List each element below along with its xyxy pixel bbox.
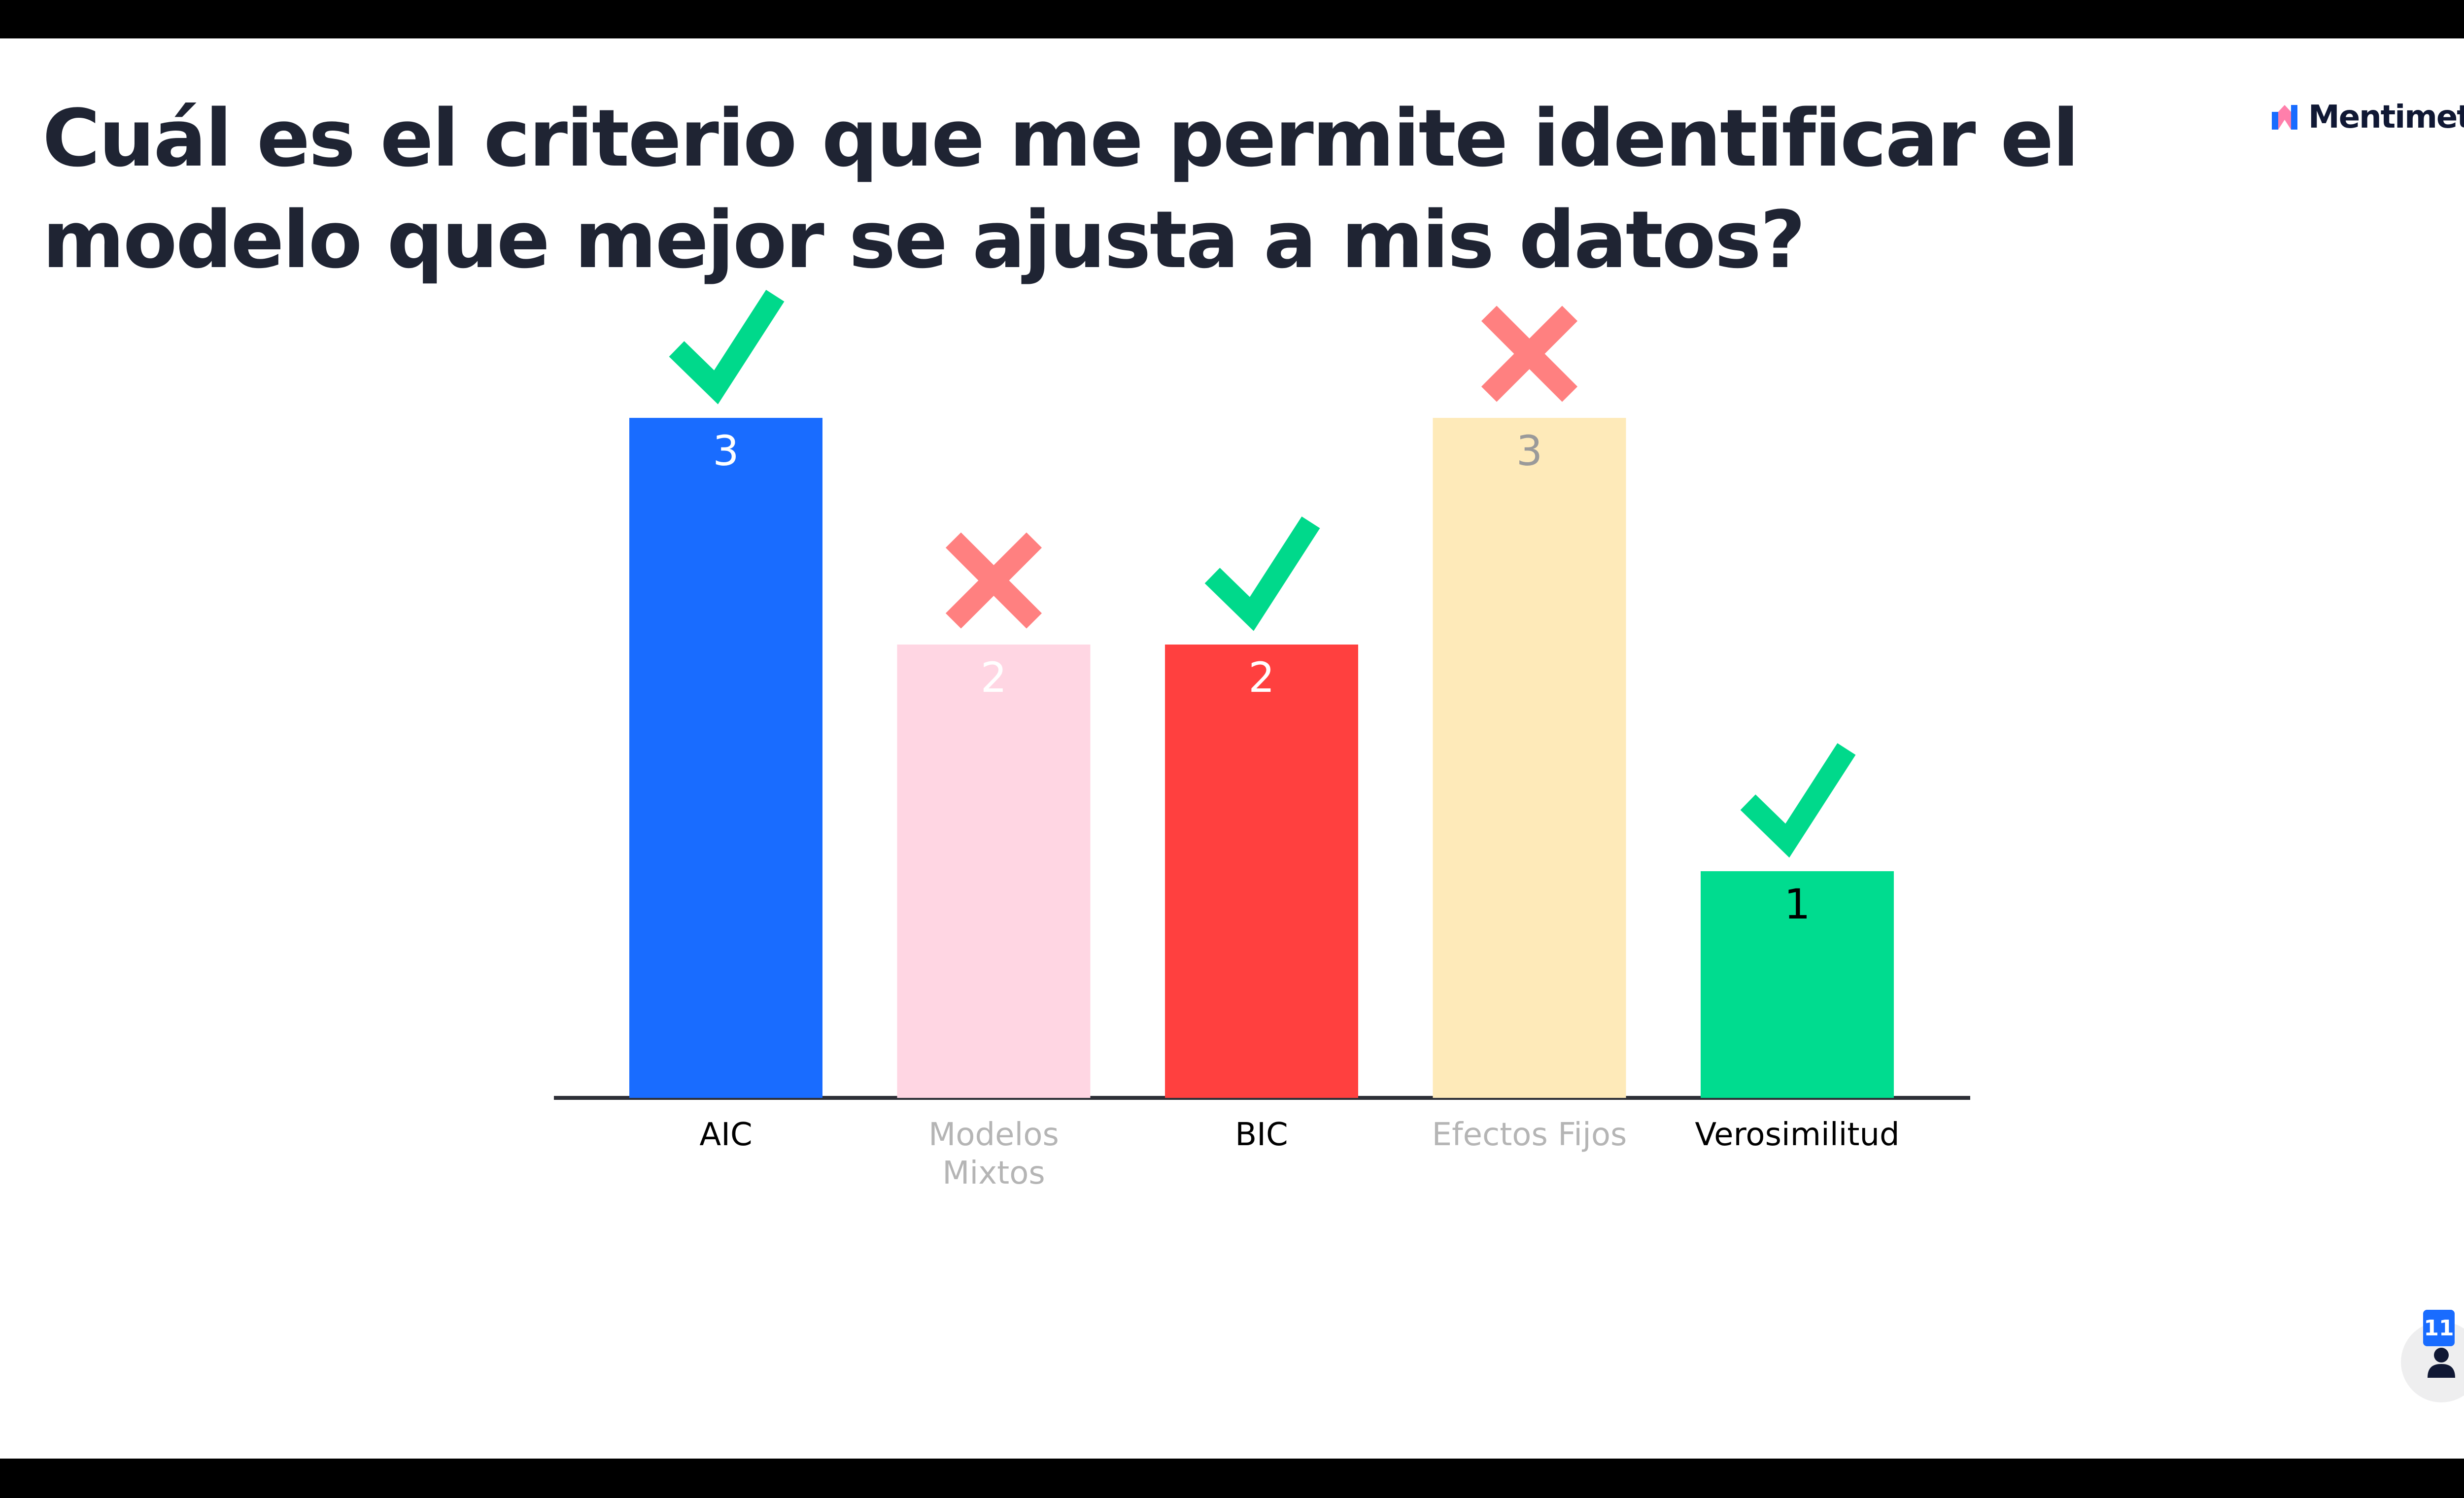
question-title: Cuál es el criterio que me permite ident… xyxy=(42,92,2080,286)
category-label: Modelos Mixtos xyxy=(928,1117,1059,1192)
bar-value-label: 3 xyxy=(713,427,739,475)
cross-mark-icon xyxy=(1481,306,1578,402)
bar-value-label: 2 xyxy=(981,653,1007,702)
slide: Cuál es el criterio que me permite ident… xyxy=(0,38,2464,1459)
participant-count-badge: 11 xyxy=(2423,1310,2455,1346)
brand-name: Mentimeter xyxy=(2308,99,2464,136)
category-label: Verosimilitud xyxy=(1695,1117,1899,1153)
bar xyxy=(629,418,822,1098)
check-mark-icon xyxy=(669,290,785,405)
bar xyxy=(1433,418,1626,1098)
bar xyxy=(1165,645,1358,1098)
check-mark-icon xyxy=(1740,743,1856,858)
category-label: BIC xyxy=(1235,1117,1288,1153)
bar-value-label: 2 xyxy=(1248,653,1274,702)
bar xyxy=(897,645,1091,1098)
person-icon xyxy=(2428,1348,2455,1378)
category-label: Efectos Fijos xyxy=(1432,1117,1627,1153)
bar-value-label: 3 xyxy=(1516,427,1542,475)
brand: Mentimeter xyxy=(2272,98,2464,137)
cross-mark-icon xyxy=(945,532,1042,629)
mentimeter-logo-icon xyxy=(2272,105,2297,130)
check-mark-icon xyxy=(1204,516,1320,631)
bar xyxy=(1701,871,1894,1098)
category-label: AIC xyxy=(699,1117,752,1153)
bar-value-label: 1 xyxy=(1784,880,1810,928)
bar-chart: 3 AIC 2 Modelos Mixtos 2 BIC 3 Efectos Fijos 1 Ver… xyxy=(554,290,1970,1192)
